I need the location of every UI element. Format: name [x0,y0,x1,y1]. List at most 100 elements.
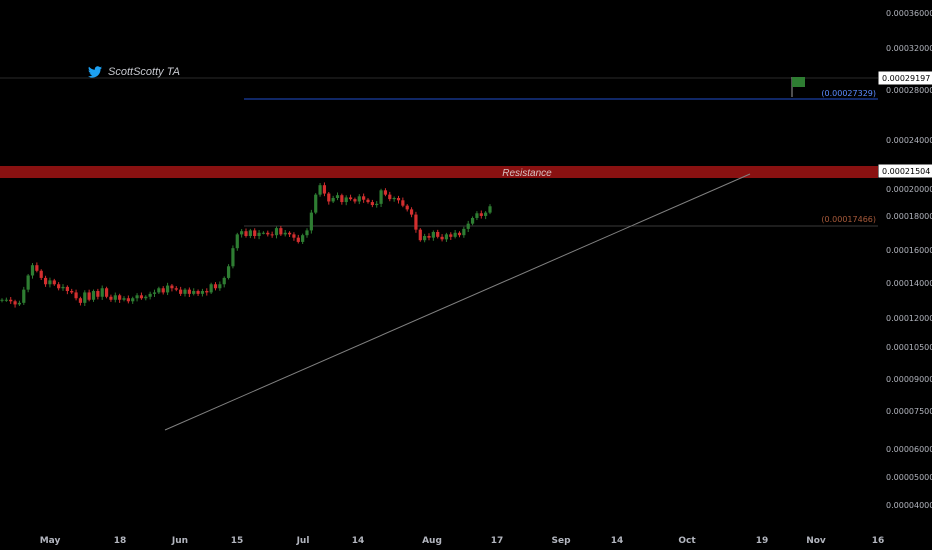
candle[interactable] [13,299,17,308]
candle[interactable] [283,230,287,237]
candle[interactable] [274,226,279,239]
candle[interactable] [405,204,409,212]
candle[interactable] [453,230,457,239]
candle[interactable] [431,230,435,241]
candle[interactable] [135,293,139,302]
candle[interactable] [74,289,78,301]
candle[interactable] [118,293,122,303]
candle[interactable] [266,230,270,237]
candle[interactable] [314,193,318,215]
candle[interactable] [484,211,488,220]
candle[interactable] [449,232,453,240]
current-high-tag[interactable]: 0.00029197 [878,71,932,85]
candle[interactable] [444,232,449,242]
candle[interactable] [35,262,39,273]
candle[interactable] [379,188,383,207]
candle[interactable] [83,290,87,306]
candle[interactable] [322,182,327,197]
candle[interactable] [301,233,305,245]
candle[interactable] [192,288,196,296]
candle[interactable] [39,269,43,281]
candle[interactable] [287,231,292,237]
candle[interactable] [318,183,322,197]
candle[interactable] [200,288,205,297]
candle[interactable] [226,264,231,280]
resistance-tag[interactable]: 0.00021504 [878,164,932,178]
candle[interactable] [370,199,374,208]
candle[interactable] [270,231,274,238]
candle[interactable] [161,286,165,295]
candle[interactable] [30,263,35,279]
candle[interactable] [109,294,113,302]
candle[interactable] [248,228,252,239]
candle[interactable] [65,285,69,295]
x-axis[interactable]: May 18 Jun 15 Jul 14 Aug 17 Sep 14 Oct 19 Nov 16 [40,536,885,546]
candle[interactable] [253,228,257,239]
candle[interactable] [344,195,348,206]
candle[interactable] [61,284,65,291]
candle[interactable] [292,232,296,241]
candle[interactable] [196,289,200,296]
candle[interactable] [235,232,239,251]
candle[interactable] [488,204,492,215]
candle[interactable] [48,277,52,288]
candle[interactable] [244,228,248,238]
candle[interactable] [96,288,100,300]
candle[interactable] [148,291,152,300]
candle[interactable] [87,289,91,302]
candle[interactable] [436,229,440,239]
candle[interactable] [401,197,405,208]
candle[interactable] [183,288,187,297]
y-axis[interactable]: 0.00036000 0.00032000 0.00028000 0.00024000… [878,9,932,510]
candle[interactable] [165,282,170,296]
candle[interactable] [70,288,74,294]
candle[interactable] [457,231,462,238]
candle[interactable] [240,229,244,238]
candle[interactable] [22,286,26,305]
candle[interactable] [9,297,13,304]
candle[interactable] [179,286,183,296]
candle[interactable] [375,201,379,208]
candle[interactable] [26,273,30,293]
candle[interactable] [152,289,157,297]
candle[interactable] [218,281,222,291]
candle[interactable] [131,296,135,304]
candle[interactable] [479,210,483,219]
candle[interactable] [139,292,144,300]
candle[interactable] [388,191,392,202]
candle[interactable] [362,193,366,203]
candle[interactable] [331,195,335,204]
candle[interactable] [222,276,226,288]
candle[interactable] [43,275,48,287]
candle[interactable] [305,228,309,238]
candle[interactable] [462,226,466,238]
candle[interactable] [366,198,370,204]
candle[interactable] [113,292,117,303]
candle[interactable] [466,220,470,233]
candle[interactable] [475,211,479,221]
candle[interactable] [0,298,4,303]
candle[interactable] [309,209,313,234]
candle[interactable] [122,296,126,302]
candle[interactable] [170,284,174,292]
candle[interactable] [327,192,331,205]
candle[interactable] [340,193,344,205]
candle[interactable] [157,286,161,294]
candle[interactable] [104,286,109,299]
candle[interactable] [52,278,56,286]
candle[interactable] [392,196,396,202]
candle[interactable] [231,245,235,269]
candle[interactable] [357,194,361,205]
candle[interactable] [205,288,209,296]
candle[interactable] [470,216,475,226]
candle[interactable] [209,282,213,294]
candle[interactable] [427,233,431,241]
candle[interactable] [423,233,427,243]
candle[interactable] [348,194,353,201]
candle[interactable] [440,234,444,242]
candle[interactable] [91,289,96,302]
candle[interactable] [4,297,8,302]
candle[interactable] [17,300,22,306]
candle[interactable] [418,228,422,242]
candle[interactable] [279,225,283,236]
